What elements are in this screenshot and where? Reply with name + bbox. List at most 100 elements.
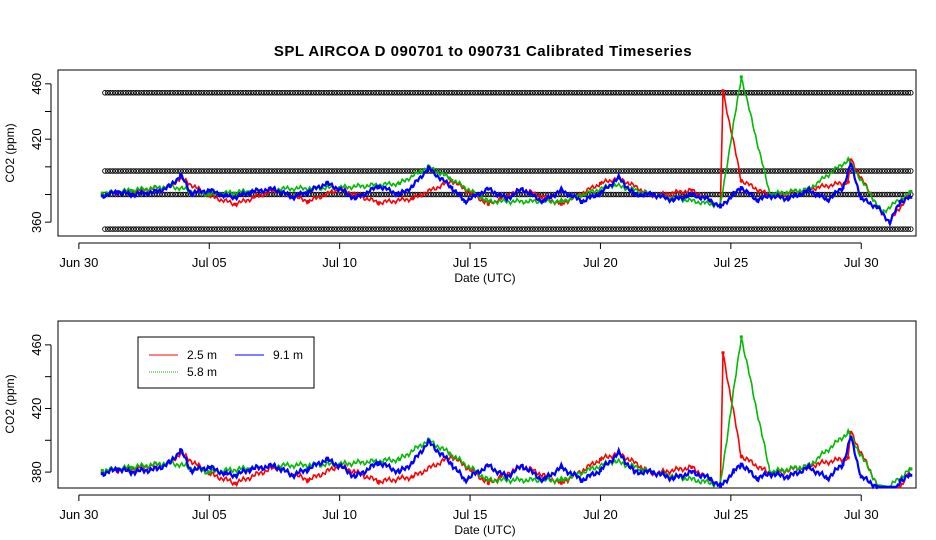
- reference-point: [775, 226, 781, 232]
- reference-point: [902, 226, 909, 232]
- reference-point: [376, 90, 382, 96]
- reference-point: [884, 191, 891, 198]
- x-tick-label: Jun 30: [59, 507, 98, 522]
- reference-point: [196, 90, 202, 96]
- data-point-2-5m: [559, 202, 563, 206]
- data-point-9-1m: [708, 198, 712, 202]
- data-point-2-5m: [233, 481, 237, 485]
- reference-point: [725, 90, 731, 96]
- reference-point: [819, 90, 825, 96]
- reference-point: [621, 168, 627, 174]
- reference-point: [313, 168, 319, 174]
- reference-point: [772, 168, 778, 174]
- data-point-5-8m: [129, 188, 133, 192]
- reference-point: [592, 90, 598, 96]
- reference-point: [188, 168, 194, 174]
- reference-point: [310, 168, 317, 174]
- reference-point: [623, 90, 630, 96]
- reference-point: [767, 90, 773, 96]
- reference-point: [120, 90, 126, 96]
- data-point-9-1m: [541, 199, 545, 203]
- reference-point: [522, 90, 528, 96]
- reference-point: [449, 90, 455, 96]
- data-point-9-1m: [233, 473, 237, 477]
- reference-point: [527, 226, 533, 232]
- reference-point: [485, 226, 492, 232]
- reference-point: [123, 226, 129, 232]
- reference-point: [149, 168, 155, 174]
- series-group-bottom: [100, 335, 913, 490]
- reference-point: [761, 90, 768, 96]
- data-point-9-1m: [168, 461, 172, 465]
- reference-point: [639, 90, 645, 96]
- data-point-9-1m: [100, 472, 104, 476]
- data-point-9-1m: [651, 193, 655, 196]
- data-point-9-1m: [411, 461, 415, 465]
- reference-point: [558, 226, 565, 232]
- reference-point: [861, 90, 867, 96]
- reference-point: [707, 90, 713, 96]
- data-point-5-8m: [398, 181, 402, 185]
- reference-point: [256, 226, 262, 232]
- reference-point: [806, 168, 812, 174]
- reference-point: [574, 168, 580, 174]
- reference-point: [110, 226, 116, 232]
- reference-point: [120, 168, 126, 174]
- reference-point: [647, 168, 653, 174]
- reference-point: [203, 168, 210, 174]
- reference-point: [691, 90, 698, 96]
- reference-point: [522, 226, 528, 232]
- data-point-2-5m: [207, 472, 211, 476]
- reference-point: [151, 90, 158, 96]
- reference-point: [342, 226, 348, 232]
- reference-point: [881, 90, 888, 96]
- reference-point: [662, 168, 669, 174]
- reference-point: [482, 168, 489, 174]
- reference-point: [529, 226, 536, 232]
- reference-point: [370, 191, 377, 198]
- reference-point: [793, 168, 799, 174]
- reference-point: [344, 168, 351, 174]
- reference-point: [868, 90, 875, 96]
- reference-point: [511, 168, 518, 174]
- reference-point: [149, 226, 155, 232]
- reference-point: [879, 168, 885, 174]
- reference-point: [527, 168, 533, 174]
- reference-point: [412, 226, 419, 232]
- reference-point: [164, 168, 171, 174]
- data-point-9-1m: [463, 478, 467, 482]
- reference-point: [626, 168, 632, 174]
- reference-point: [801, 226, 807, 232]
- reference-point: [389, 226, 395, 232]
- reference-point: [569, 90, 575, 96]
- reference-point: [631, 226, 638, 232]
- reference-point: [243, 168, 249, 174]
- reference-point: [756, 191, 763, 198]
- data-point-5-8m: [100, 469, 104, 472]
- reference-point: [775, 90, 781, 96]
- reference-point: [472, 168, 479, 174]
- reference-point: [237, 226, 244, 232]
- reference-point: [769, 168, 776, 174]
- reference-point: [866, 168, 872, 174]
- reference-point: [128, 226, 134, 232]
- reference-point: [263, 90, 270, 96]
- reference-point: [897, 191, 904, 198]
- reference-point: [722, 191, 729, 198]
- reference-point: [660, 90, 666, 96]
- reference-point: [756, 168, 763, 174]
- reference-point: [237, 168, 244, 174]
- reference-point: [842, 90, 849, 96]
- data-point-9-1m: [306, 467, 310, 471]
- reference-point: [211, 90, 218, 96]
- data-point-9-1m: [617, 451, 621, 455]
- reference-point: [592, 168, 598, 174]
- reference-point: [642, 90, 648, 96]
- y-axis-top: 360 420 460: [29, 73, 52, 233]
- reference-point: [180, 226, 186, 232]
- reference-point: [216, 168, 223, 174]
- reference-point: [715, 226, 721, 232]
- reference-point: [136, 90, 142, 96]
- reference-point: [368, 168, 374, 174]
- reference-point: [308, 168, 314, 174]
